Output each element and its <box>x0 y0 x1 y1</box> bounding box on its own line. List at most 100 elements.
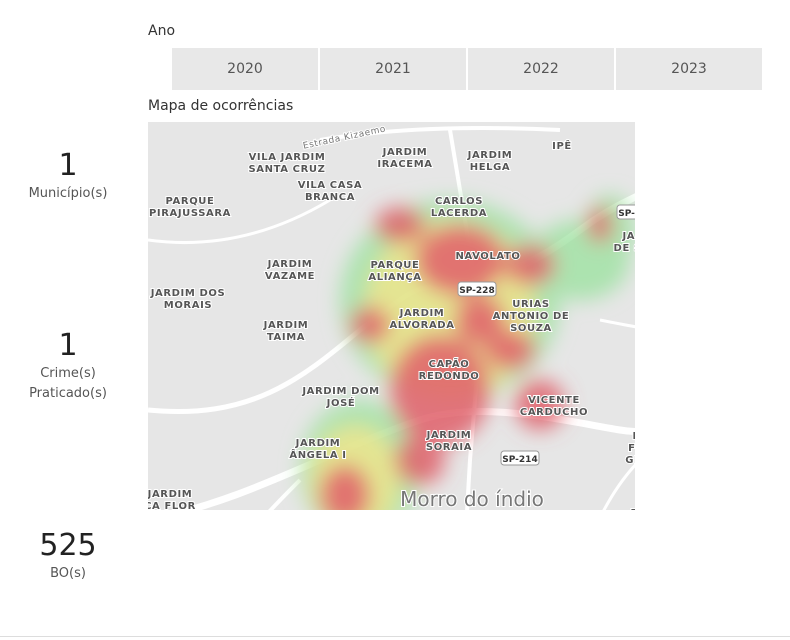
map-label: Jardim Copacabana <box>443 520 567 569</box>
map-label-line: PARQUE <box>166 196 215 207</box>
map-label-line: JARDIM <box>467 150 513 161</box>
slicer-option[interactable]: 2020 <box>172 48 318 90</box>
map-logo: Microsoft Bing <box>167 613 231 623</box>
kpi-value: 525 <box>39 528 97 563</box>
map-label-line: MORAIS <box>164 300 212 311</box>
map-label-line: JOSÉ <box>326 396 356 409</box>
map-label: URIAS ANTONIO DE SOUZA <box>493 299 570 334</box>
slicer-option[interactable]: 2022 <box>468 48 614 90</box>
map-label-line: JARDIM <box>267 259 313 270</box>
map-label-line: JARDIM <box>645 496 691 507</box>
bing-icon <box>153 611 163 621</box>
osm-link[interactable]: © OpenStreetMap <box>636 616 719 626</box>
shield-box <box>683 155 721 169</box>
map-label-line: PIRAJUSSARA <box>149 208 231 219</box>
map-label-line: LUIS <box>694 391 721 402</box>
shield-box <box>700 359 738 373</box>
map-label-line: SOUZA <box>510 323 552 334</box>
zoom-out[interactable] <box>709 194 745 230</box>
road-shield: SP-214 <box>500 450 540 466</box>
kpi-value: 1 <box>58 328 78 363</box>
map-label: JARDIM HELGA <box>467 150 513 173</box>
terms-link[interactable]: Terms <box>726 616 754 626</box>
map-label-line: SANTA CRUZ <box>249 164 326 175</box>
map-label-line: IPÊ <box>552 139 572 152</box>
map-label-line: VICENTE <box>528 395 580 406</box>
shield-label: SP-228 <box>618 209 653 219</box>
map-label-line: Jardim <box>471 520 537 544</box>
road-shield: SP-228 <box>616 204 653 220</box>
map-label-line: PAIOLZINHO <box>631 508 706 519</box>
kpi-card: 525 BO(s) <box>0 528 136 584</box>
attribution: © 2023 TomTom, © 2023 Microsoft Corporat… <box>416 616 633 626</box>
shield-label: SP-214 <box>502 455 537 465</box>
kpi-label: Município(s) <box>28 186 108 201</box>
map-label: JARDIM TAIMA <box>263 320 309 343</box>
kpi-card: 1 Crime(s) Praticado(s) <box>0 328 136 404</box>
map-label-line: DE SEMANA III <box>614 243 703 254</box>
map-label: JARDIM CA FLOR <box>148 489 196 512</box>
divider <box>0 636 790 637</box>
kpi-card: 1 Município(s) <box>0 148 136 204</box>
map-label-line: VILA JARDIM <box>249 152 326 163</box>
map-label-line: RIVIERA IX <box>622 608 688 619</box>
zoom-in[interactable] <box>709 130 745 166</box>
map-label-line: JARDIM <box>382 147 428 158</box>
map-label-line: JARDIM SÃO <box>695 291 770 304</box>
map-label: JARDIM IRACEMA <box>377 147 432 170</box>
map-label-line: Lourenço <box>346 609 438 632</box>
slicer-option[interactable]: 2021 <box>320 48 466 90</box>
map-label-line: JARDIM SÃO <box>670 377 745 390</box>
map-label-line: SORAIA <box>426 442 472 453</box>
map-label-line: FRANCISCO <box>698 305 768 316</box>
kpi-label: Crime(s) Praticado(s) <box>29 366 107 401</box>
map-label-line: CARLOS <box>435 196 483 207</box>
road-shield: SP-22 <box>683 155 721 169</box>
map-label: JARDIM DOM JOSÉ <box>301 386 379 409</box>
map-label: SEBAST AMÂNC PINTO <box>738 228 783 263</box>
map-label: ALTO DA RIVIERA IX <box>622 596 688 619</box>
map-label: PEI <box>764 158 783 169</box>
map-label: CARLOS LACERDA <box>431 196 487 219</box>
map-label: Morro do índio <box>400 487 544 511</box>
slicer-title: Ano <box>148 23 176 39</box>
map-label-line: HELGA <box>470 162 511 173</box>
map-label-line: JARDIM <box>295 438 341 449</box>
map-label: JARDIM SÃO LUIS <box>670 377 745 402</box>
map-label-line: ÂNGELA I <box>289 448 346 461</box>
map-label: IPÊ <box>552 139 572 152</box>
map-label-line: CA FLOR <box>148 501 196 512</box>
map-label-line: PINTO <box>743 252 781 263</box>
slicer-option[interactable]: 2023 <box>616 48 762 90</box>
shield-box <box>616 204 635 220</box>
map-label: JARDIM PAIOLZINHO <box>631 496 706 519</box>
map-label-line: PEI <box>764 158 783 169</box>
map-label-line: AMÂNC <box>740 238 783 251</box>
map-label-line: Santa Maria <box>285 545 405 569</box>
attribution-bg <box>412 612 783 626</box>
map-label-line: JARDIM <box>148 489 192 500</box>
map-label: PARQUE PIRAJUSSARA <box>149 196 231 219</box>
map-label: PARQUE FIGUEIRA GRANDE II <box>625 431 688 466</box>
map-label: JARDIM ALVORADA <box>389 308 454 331</box>
map-label-line: ALIANÇA <box>368 272 421 283</box>
map-label: JARDIM SÃO FRANCISCO <box>695 291 770 316</box>
map-label: JARDIM DOS MORAIS <box>150 288 226 311</box>
kpi-value: 1 <box>58 148 78 183</box>
water <box>650 400 783 632</box>
map-title: Mapa de ocorrências <box>148 98 294 114</box>
map-label-line: VAZAME <box>265 271 315 282</box>
map-label-line: VILA CASA <box>298 180 362 191</box>
kpi-label: BO(s) <box>50 566 86 581</box>
map-label-line: URIAS <box>512 299 549 310</box>
map-label-line: Copacabana <box>443 545 567 569</box>
map-label: Jardim São Lourenço <box>336 584 445 632</box>
shield-label: SP-214 <box>701 363 736 373</box>
map-label-line: TAIMA <box>267 332 305 343</box>
map-label: Chácara Santa Maria <box>285 520 405 569</box>
road-shield: SP-228 <box>457 281 497 297</box>
map-label: JARDIM VAZAME <box>265 259 315 282</box>
map-label-line: NAVOLATO <box>456 251 521 262</box>
